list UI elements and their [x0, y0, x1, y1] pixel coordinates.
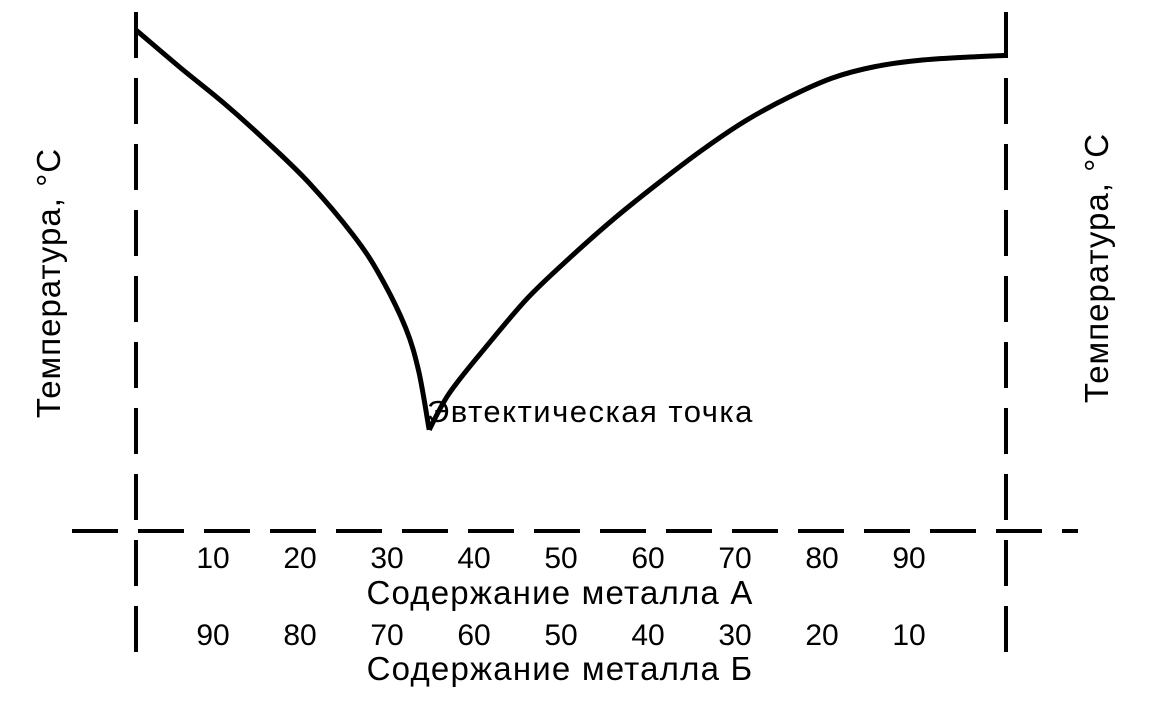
x-ticks-metal-b: 90 80 70 60 50 40 30 20 10 [196, 619, 925, 652]
metal-b-tick-label: 60 [457, 619, 490, 652]
y-axis-title-left: Температура, °С [30, 148, 67, 418]
metal-b-tick-label: 80 [283, 619, 316, 652]
metal-b-tick-label: 70 [370, 619, 403, 652]
metal-b-tick-label: 50 [544, 619, 577, 652]
metal-a-tick-label: 80 [805, 542, 838, 575]
eutectic-point-label: Эвтектическая точка [427, 394, 754, 429]
metal-a-tick-label: 30 [370, 542, 403, 575]
metal-a-tick-label: 60 [631, 542, 664, 575]
x-axis-title-metal-a: Содержание металла А [366, 574, 753, 611]
metal-b-tick-label: 10 [892, 619, 925, 652]
metal-a-tick-label: 70 [718, 542, 751, 575]
liquidus-curve [134, 28, 1007, 431]
metal-a-tick-label: 90 [892, 542, 925, 575]
x-ticks-metal-a: 10 20 30 40 50 60 70 80 90 [196, 542, 925, 575]
metal-b-tick-label: 90 [196, 619, 229, 652]
x-axis-title-metal-b: Содержание металла Б [367, 650, 754, 687]
metal-a-tick-label: 10 [196, 542, 229, 575]
metal-b-tick-label: 20 [805, 619, 838, 652]
y-axis-title-right: Температура, °С [1078, 133, 1115, 403]
metal-a-tick-label: 50 [544, 542, 577, 575]
metal-b-tick-label: 30 [718, 619, 751, 652]
metal-b-tick-label: 40 [631, 619, 664, 652]
metal-a-tick-label: 20 [283, 542, 316, 575]
metal-a-tick-label: 40 [457, 542, 490, 575]
